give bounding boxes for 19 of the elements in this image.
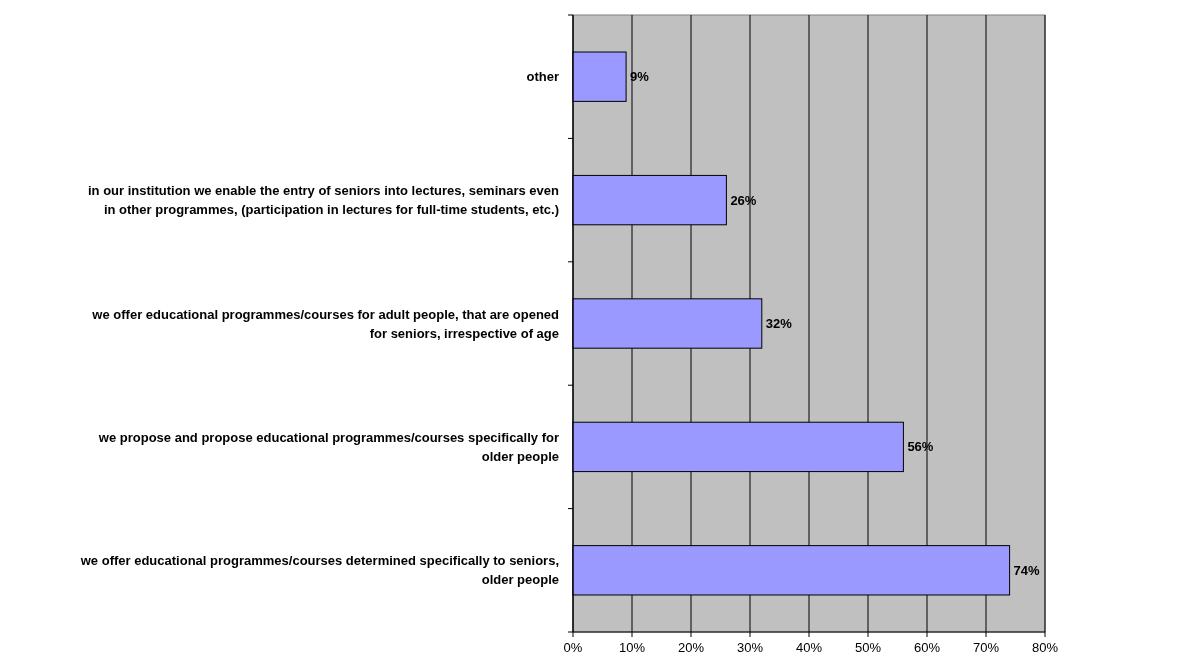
y-tick-label: other — [526, 69, 559, 85]
data-label: 56% — [907, 439, 934, 455]
data-label: 74% — [1013, 562, 1041, 578]
y-tick-label: we offer educational programmes/courses for adult people, that are opened for seniors, irrespective of age — [91, 306, 560, 341]
data-label: 9% — [630, 69, 650, 85]
x-tick-label: 40% — [795, 640, 823, 655]
y-tick-label: we propose and propose educational programmes/courses specifically for older people — [97, 429, 559, 464]
x-tick-label: 10% — [618, 640, 646, 655]
x-tick-label: 30% — [736, 640, 764, 655]
data-label: 26% — [730, 192, 757, 208]
x-tick-label: 20% — [677, 640, 705, 655]
y-tick-label: in our institution we enable the entry of seniors into lectures, seminars even in other programmes, (participation in lectures for full-time students, etc.) — [88, 183, 560, 218]
y-tick-label: we offer educational programmes/courses determined specifically to seniors, older people — [79, 553, 559, 588]
x-tick-label: 50% — [854, 640, 882, 655]
x-tick-label: 60% — [913, 640, 941, 655]
data-label: 32% — [765, 316, 793, 332]
x-tick-label: 70% — [972, 640, 1000, 655]
x-tick-label: 80% — [1031, 640, 1059, 655]
x-tick-label: 0% — [563, 640, 583, 655]
